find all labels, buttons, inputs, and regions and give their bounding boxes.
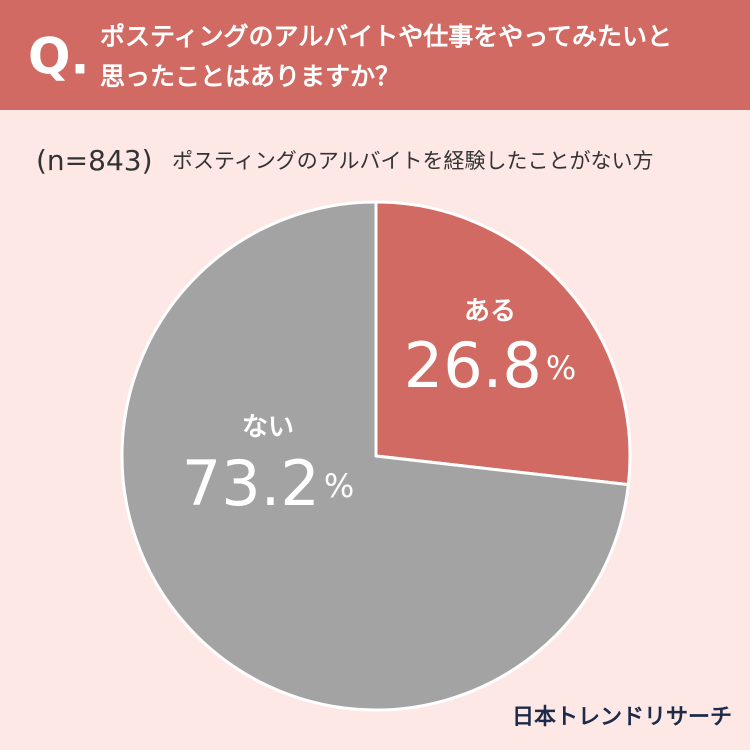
sample-size: (n=843) (36, 144, 153, 177)
pie-slice (374, 200, 632, 487)
question-banner (0, 0, 750, 110)
subtitle: ポスティングのアルバイトを経験したことがない方 (172, 149, 654, 173)
brand: 日本トレンドリサーチ (512, 705, 732, 730)
slice-category: ない (242, 413, 294, 443)
slice-value-label: 73.2% (182, 447, 354, 520)
title-line: ポスティングのアルバイトや仕事をやってみたいと (100, 22, 672, 51)
slice-category: ある (464, 297, 516, 327)
question-mark: Q. (28, 28, 90, 86)
slice-value-label: 26.8% (404, 329, 576, 402)
pie (120, 200, 632, 712)
pie-slice (120, 200, 630, 712)
title-line: 思ったことはありますか？ (100, 62, 400, 91)
